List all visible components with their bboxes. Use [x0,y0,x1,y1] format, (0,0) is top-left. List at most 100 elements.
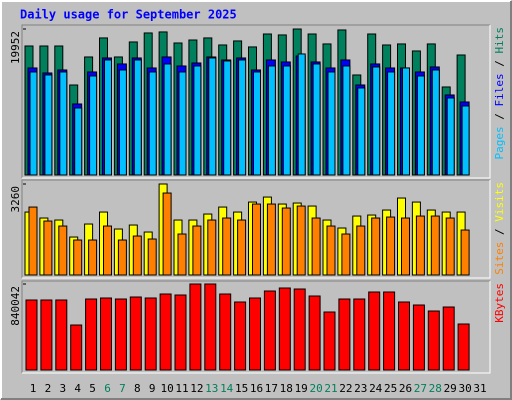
x-tick-label: 12 [190,382,203,395]
x-tick-label: 23 [354,382,367,395]
bar [442,306,455,371]
bar [353,298,366,371]
panel-bevel-dark [21,24,490,178]
x-tick-label: 9 [149,382,156,395]
bar [383,291,396,371]
bar [312,63,321,176]
x-tick-label: 4 [74,382,81,395]
bar [297,53,306,176]
x-tick-label: 30 [458,382,471,395]
bar [412,304,425,371]
bar [457,323,470,371]
bar [103,225,112,276]
x-tick-label: 20 [309,382,322,395]
legend-entry: Hits [493,27,506,54]
bar [431,69,440,176]
bar [174,294,187,371]
x-tick-label: 13 [205,382,218,395]
bar [266,203,276,276]
x-tick-label: 24 [369,382,383,395]
bar [74,107,83,176]
legend: Sites / Visits [493,182,506,275]
bar [177,233,187,276]
x-tick-label: 11 [175,382,188,395]
x-tick-label: 29 [444,382,457,395]
x-tick-label: 15 [235,382,248,395]
bar [368,291,381,371]
x-tick-label: 7 [119,382,126,395]
x-tick-label: 14 [220,382,234,395]
bar [114,298,127,371]
bar [70,324,83,371]
legend-entry: Pages [493,126,506,159]
bar [29,71,38,176]
y-tick-label: 840042 [9,286,22,326]
x-tick-label: 21 [324,382,337,395]
x-tick-label: 8 [134,382,141,395]
bar [401,217,410,276]
y-tick-label: 19952 [9,31,22,64]
bar [59,71,68,176]
panel-bevel-light [22,281,491,374]
legend-separator: / [493,107,506,127]
x-tick-label: 10 [160,382,173,395]
bar [118,69,127,176]
bar [73,239,83,276]
bar [326,225,336,276]
panel-bevel-light [22,180,491,279]
bar [311,217,321,276]
y-tick-label: 3260 [9,186,22,213]
x-tick-label: 16 [250,382,263,395]
x-tick-label: 2 [45,382,52,395]
bar [253,71,261,176]
x-tick-label: 22 [339,382,352,395]
bar [372,66,381,176]
bar [234,301,247,371]
bar [208,57,217,176]
legend: KBytes [493,283,506,323]
x-tick-label: 19 [295,382,308,395]
bar [162,192,172,276]
panel-bevel-dark [21,179,490,278]
legend-entry: KBytes [493,283,506,323]
bar [222,217,232,276]
bar [178,71,187,176]
bar [357,87,366,176]
bar [267,65,276,176]
panel-bevel-light [22,25,491,179]
panel-bevel-dark [21,280,490,373]
bar [282,65,291,176]
bar [133,59,142,176]
x-tick-label: 6 [104,382,111,395]
bar [445,217,455,276]
x-tick-label: 25 [384,382,397,395]
bar [238,59,247,176]
bar [461,105,470,176]
bar [427,310,440,371]
bar [89,75,98,176]
bar [402,67,410,176]
x-tick-label: 28 [429,382,442,395]
bar [327,71,336,176]
bar [237,219,247,276]
bar [356,225,366,276]
bar [387,71,396,176]
bar [293,288,306,371]
bar [338,298,351,371]
bar [308,295,321,371]
bar [129,296,142,371]
chart-title: Daily usage for September 2025 [20,8,237,22]
bar [192,225,202,276]
bar [132,235,142,276]
x-tick-label: 1 [30,382,37,395]
bar [88,239,98,276]
bar [117,239,127,276]
bar [278,287,291,371]
bar [193,65,202,176]
x-tick-label: 3 [59,382,66,395]
bar [207,219,217,276]
bar [55,299,68,371]
legend: Pages / Files / Hits [493,27,506,160]
